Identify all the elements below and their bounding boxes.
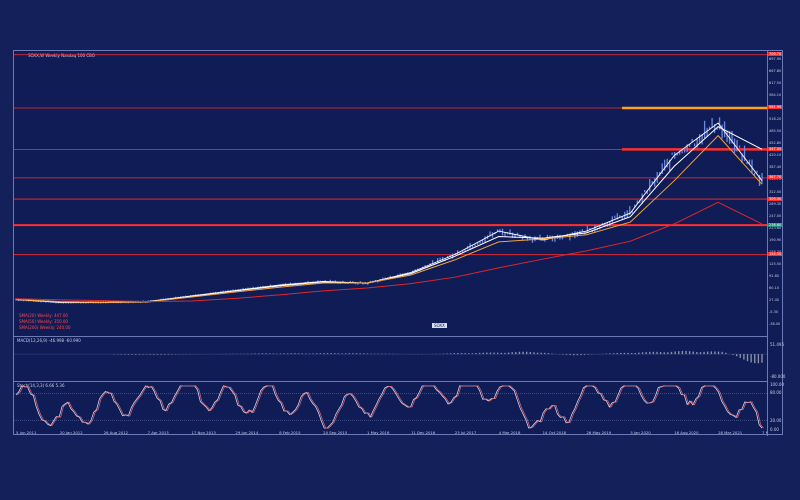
- time-tick: 20 Jan 2012: [60, 430, 83, 435]
- time-tick: 17 Nov 2013: [192, 430, 217, 435]
- stochastic-pane[interactable]: Stoch(14,3,3) 6.66 5.36 100.00 80.00 20.…: [14, 381, 784, 436]
- price-tick: 27.40: [769, 297, 780, 302]
- stoch-scale-20: 20.00: [770, 418, 782, 423]
- symbol-badge[interactable]: SOXX: [432, 323, 447, 328]
- price-tag: 236.60: [768, 222, 783, 227]
- price-tick: 289.30: [769, 201, 782, 206]
- price-tag: 309.00: [768, 196, 783, 201]
- macd-scale-top: 51.495: [770, 342, 784, 347]
- time-tick: 26 Aug 2012: [104, 430, 129, 435]
- price-tag: 367.70: [768, 175, 783, 180]
- series-line-200: [15, 201, 763, 303]
- stoch-scale: 100.00 80.00 20.00 0.00: [767, 381, 785, 436]
- time-tick: 11 Dec 2016: [411, 430, 436, 435]
- price-tick: 452.80: [769, 141, 782, 146]
- time-tick: 16 Aug 2020: [674, 430, 699, 435]
- time-tick: 8 Feb 2015: [279, 430, 301, 435]
- macd-scale-bottom: -80.000: [770, 374, 786, 379]
- stoch-scale-0: 0.00: [770, 427, 779, 432]
- price-tick: 667.80: [769, 69, 782, 74]
- price-tick: 584.10: [769, 93, 782, 98]
- legend-sma50: SMA(50) Weekly: 350.00: [19, 319, 68, 324]
- time-tick: 26 May 2019: [586, 430, 611, 435]
- price-tick: 420.10: [769, 153, 782, 158]
- price-tick: 92.80: [769, 273, 780, 278]
- price-tick: 518.20: [769, 117, 782, 122]
- price-chart: [14, 54, 767, 304]
- time-axis: 5 Jun 2011 20 Jan 2012 26 Aug 2012 7 Apr 20…: [16, 430, 767, 435]
- price-tick: -5.30: [769, 309, 779, 314]
- price-scale[interactable]: 697.90667.80617.50584.10551.40518.20485.…: [767, 51, 785, 336]
- price-tag: 561.90: [768, 105, 783, 110]
- price-tag: 709.70: [768, 52, 783, 57]
- stoch-scale-80: 80.00: [770, 390, 782, 395]
- price-tick: 322.00: [769, 189, 782, 194]
- time-tick: 1 May 2016: [367, 430, 390, 435]
- macd-chart: [14, 350, 767, 364]
- time-tick: 5 Jun 2011: [16, 430, 37, 435]
- price-tick: 190.90: [769, 237, 782, 242]
- price-tick: -38.00: [769, 322, 781, 326]
- price-tick: 60.10: [769, 285, 780, 290]
- stoch-d-line: [17, 385, 764, 429]
- time-tick: 23 Jul 2017: [455, 430, 477, 435]
- price-tag: 447.00: [768, 146, 783, 151]
- price-tick: 387.40: [769, 165, 782, 170]
- stochastic-chart: [14, 385, 767, 429]
- price-tick: 485.50: [769, 129, 782, 134]
- chart-title: SOXX,W Weekly Nasdaq 100 CBO: [28, 53, 95, 58]
- price-tick: 354.70: [769, 177, 782, 182]
- price-pane[interactable]: SOXX,W Weekly Nasdaq 100 CBO SMA(20) Wee…: [14, 51, 783, 337]
- time-tick: 28 Mar 2021: [718, 430, 743, 435]
- time-tick: 4 Mar 2018: [499, 430, 521, 435]
- legend-sma200: SMA(200) Weekly: 240.00: [19, 325, 71, 330]
- series-line-20: [15, 126, 763, 303]
- time-tick: 20 Sep 2015: [323, 430, 348, 435]
- time-tick: 14 Oct 2018: [543, 430, 567, 435]
- price-tick: 617.50: [769, 81, 782, 86]
- time-tick: 5 Jan 2020: [630, 430, 651, 435]
- chart-window: SOXX,W Weekly Nasdaq 100 CBO SMA(20) Wee…: [13, 50, 785, 436]
- time-tick: 7 Nov 2021: [762, 430, 767, 435]
- price-tick: 158.20: [769, 250, 781, 254]
- price-tick: 247.00: [769, 213, 782, 218]
- stoch-legend: Stoch(14,3,3) 6.66 5.36: [17, 383, 65, 388]
- macd-scale: 51.495 -80.000: [767, 336, 785, 381]
- macd-pane[interactable]: MACD(12,26,9) -46.998 -60.990 51.495 -80…: [14, 336, 785, 382]
- stoch-k-line: [15, 385, 763, 429]
- time-tick: 7 Apr 2013: [148, 430, 170, 435]
- macd-legend: MACD(12,26,9) -46.998 -60.990: [17, 338, 81, 343]
- price-tag: 154.50: [768, 252, 783, 257]
- price-tick: 125.50: [769, 261, 782, 266]
- time-tick: 29 Jun 2014: [235, 430, 258, 435]
- stoch-scale-100: 100.00: [770, 382, 784, 387]
- series-line-50: [15, 134, 763, 303]
- price-tick: 697.90: [769, 57, 782, 61]
- price-tick: 223.60: [769, 225, 782, 230]
- legend-sma20: SMA(20) Weekly: 447.00: [19, 313, 68, 318]
